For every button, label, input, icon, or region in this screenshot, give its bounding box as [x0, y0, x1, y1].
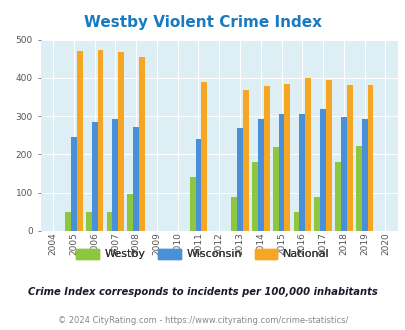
Bar	[320, 109, 325, 231]
Bar	[242, 90, 248, 231]
Bar	[346, 85, 352, 231]
Bar	[367, 85, 373, 231]
Bar	[139, 57, 145, 231]
Text: Crime Index corresponds to incidents per 100,000 inhabitants: Crime Index corresponds to incidents per…	[28, 287, 377, 297]
Bar	[284, 84, 290, 231]
Bar	[237, 128, 242, 231]
Bar	[305, 78, 310, 231]
Text: Westby Violent Crime Index: Westby Violent Crime Index	[84, 15, 321, 30]
Bar	[278, 114, 284, 231]
Bar	[257, 119, 263, 231]
Bar	[313, 197, 320, 231]
Bar	[133, 127, 139, 231]
Bar	[355, 146, 361, 231]
Bar	[263, 86, 269, 231]
Legend: Westby, Wisconsin, National: Westby, Wisconsin, National	[72, 244, 333, 264]
Bar	[201, 82, 207, 231]
Bar	[118, 52, 124, 231]
Bar	[127, 194, 133, 231]
Bar	[195, 139, 201, 231]
Bar	[97, 50, 103, 231]
Bar	[86, 212, 92, 231]
Bar	[298, 114, 305, 231]
Bar	[189, 178, 195, 231]
Bar	[231, 197, 237, 231]
Bar	[361, 119, 367, 231]
Bar	[107, 212, 112, 231]
Bar	[65, 212, 71, 231]
Bar	[71, 137, 77, 231]
Bar	[252, 162, 257, 231]
Bar	[293, 212, 298, 231]
Bar	[340, 117, 346, 231]
Bar	[112, 119, 118, 231]
Bar	[92, 122, 97, 231]
Text: © 2024 CityRating.com - https://www.cityrating.com/crime-statistics/: © 2024 CityRating.com - https://www.city…	[58, 315, 347, 325]
Bar	[334, 162, 340, 231]
Bar	[325, 80, 331, 231]
Bar	[77, 51, 82, 231]
Bar	[272, 147, 278, 231]
